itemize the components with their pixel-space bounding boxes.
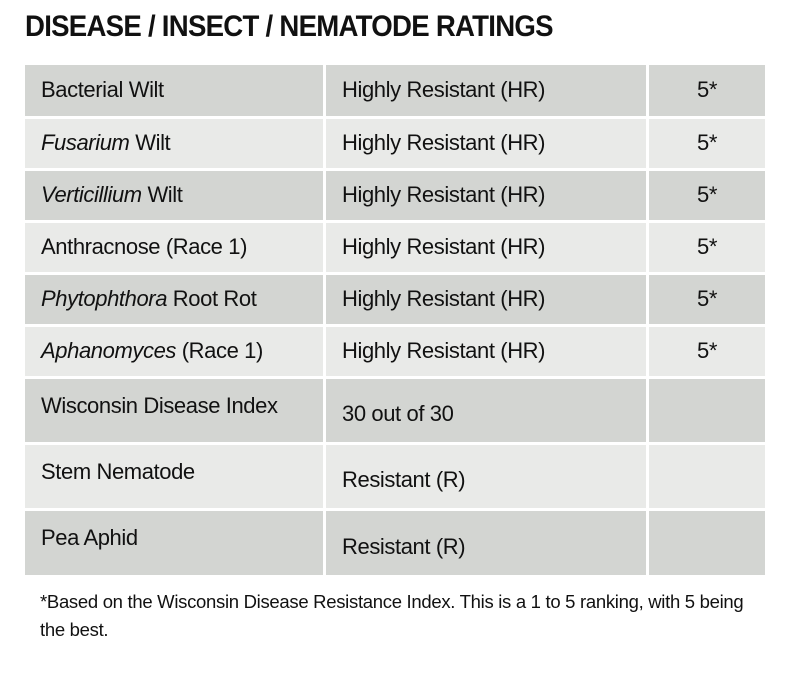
ratings-table: Bacterial Wilt Highly Resistant (HR) 5* Fus… [25, 65, 765, 575]
table-row: Wisconsin Disease Index 30 out of 30 [25, 375, 765, 445]
rating-cell: 30 out of 30 [323, 375, 649, 445]
score-cell: 5* [646, 65, 765, 119]
table-row: Verticillium Wilt Highly Resistant (HR) 5* [25, 167, 765, 223]
rating-cell: Resistant (R) [323, 441, 649, 511]
table-row: Pea Aphid Resistant (R) [25, 507, 765, 575]
table-row: Phytophthora Root Rot Highly Resistant (H… [25, 271, 765, 327]
name-text: Verticillium [41, 182, 142, 207]
rating-cell: Highly Resistant (HR) [323, 167, 649, 223]
name-cell: Aphanomyces (Race 1) [25, 323, 326, 379]
name-text: Pea Aphid [41, 524, 138, 550]
name-text: Aphanomyces [41, 338, 177, 363]
name-cell: Verticillium Wilt [25, 167, 326, 223]
score-cell: 5* [646, 167, 765, 223]
rating-cell: Highly Resistant (HR) [323, 115, 649, 171]
score-cell [646, 507, 765, 575]
score-cell: 5* [646, 219, 765, 275]
name-cell: Wisconsin Disease Index [25, 375, 326, 445]
name-cell: Pea Aphid [25, 507, 326, 575]
score-cell [646, 375, 765, 445]
rating-cell: Resistant (R) [323, 507, 649, 575]
rating-cell: Highly Resistant (HR) [323, 219, 649, 275]
score-cell: 5* [646, 271, 765, 327]
rating-cell: Highly Resistant (HR) [323, 271, 649, 327]
name-cell: Fusarium Wilt [25, 115, 326, 171]
rating-cell: Highly Resistant (HR) [323, 65, 649, 119]
name-text: Wilt [129, 130, 171, 155]
title: DISEASE / INSECT / NEMATODE RATINGS [25, 10, 554, 43]
table-row: Bacterial Wilt Highly Resistant (HR) 5* [25, 65, 765, 119]
name-text: Fusarium [41, 130, 130, 155]
name-cell: Stem Nematode [25, 441, 326, 511]
name-text: Root Rot [167, 286, 257, 311]
name-text: Bacterial Wilt [41, 77, 164, 103]
table-row: Aphanomyces (Race 1) Highly Resistant (HR… [25, 323, 765, 379]
name-cell: Anthracnose (Race 1) [25, 219, 326, 275]
name-text: Anthracnose (Race 1) [41, 234, 247, 259]
score-cell: 5* [646, 323, 765, 379]
score-cell: 5* [646, 115, 765, 171]
rating-cell: Highly Resistant (HR) [323, 323, 649, 379]
score-cell [646, 441, 765, 511]
footnote: *Based on the Wisconsin Disease Resistan… [40, 591, 744, 640]
table-row: Stem Nematode Resistant (R) [25, 441, 765, 511]
name-cell: Phytophthora Root Rot [25, 271, 326, 327]
name-text: Stem Nematode [41, 458, 195, 484]
name-text: (Race 1) [176, 338, 264, 363]
table-row: Anthracnose (Race 1) Highly Resistant (HR… [25, 219, 765, 275]
table-row: Fusarium Wilt Highly Resistant (HR) 5* [25, 115, 765, 171]
name-text: Phytophthora [41, 286, 168, 311]
name-text: Wilt [141, 182, 183, 207]
name-cell: Bacterial Wilt [25, 65, 326, 119]
name-text: Wisconsin Disease Index [41, 392, 278, 418]
